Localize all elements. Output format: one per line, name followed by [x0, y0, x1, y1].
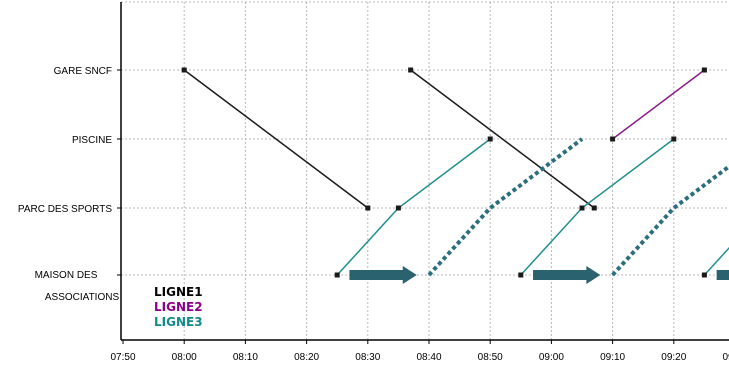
stop-point — [408, 67, 414, 73]
route-ligne2 — [610, 67, 707, 142]
x-tick-label: 08:50 — [478, 352, 503, 363]
route-ligne3 — [518, 136, 677, 278]
transfer-arrow — [349, 266, 417, 284]
route-line — [427, 137, 584, 277]
x-tick-label: 08:20 — [294, 352, 319, 363]
stop-label: GARE SNCF — [54, 66, 112, 77]
stop-labels: GARE SNCF PISCINE PARC DES SPORTS MAISON DE… — [18, 66, 120, 303]
time-tick-labels: 07:50 08:00 08:10 08:20 08:30 08:40 08:50 09:00… — [110, 352, 729, 363]
stop-point — [518, 272, 524, 278]
route-line — [612, 69, 705, 140]
route-ligne3 — [611, 164, 729, 277]
route-line — [611, 164, 729, 277]
stop-point — [671, 136, 677, 142]
stop-point — [610, 136, 616, 142]
stop-point — [395, 205, 401, 211]
transfer-arrows — [349, 266, 729, 284]
stop-label: PISCINE — [72, 135, 112, 146]
route-ligne3 — [427, 137, 584, 277]
x-tick-label: 08:40 — [416, 352, 441, 363]
route-line — [183, 69, 369, 209]
route-line — [703, 246, 729, 276]
x-tick-label: 09:20 — [661, 352, 686, 363]
stop-point — [181, 67, 187, 73]
transfer-arrow — [716, 270, 729, 280]
stop-point — [591, 205, 597, 211]
route-ligne3 — [334, 136, 493, 278]
route-line — [520, 138, 675, 276]
transfer-arrow — [533, 266, 601, 284]
x-tick-label: 08:00 — [172, 352, 197, 363]
route-ligne1 — [181, 67, 371, 211]
route-line — [410, 69, 595, 209]
legend-entry: LIGNE2 — [154, 300, 203, 314]
x-tick-label: 09:00 — [539, 352, 564, 363]
stop-point — [365, 205, 371, 211]
axes — [117, 2, 729, 344]
route-ligne1 — [408, 67, 597, 211]
x-tick-label: 08:10 — [233, 352, 258, 363]
stop-point — [701, 67, 707, 73]
route-ligne3 — [701, 246, 729, 278]
stop-point — [579, 205, 585, 211]
stop-label: ASSOCIATIONS — [45, 292, 120, 303]
x-tick-label: 09:30 — [722, 352, 729, 363]
stop-label: MAISON DES — [35, 270, 98, 281]
x-tick-label: 08:30 — [355, 352, 380, 363]
grid-lines — [121, 1, 729, 340]
route-line — [336, 138, 491, 276]
stop-label: PARC DES SPORTS — [18, 204, 112, 215]
stop-point — [701, 272, 707, 278]
stop-point — [487, 136, 493, 142]
route-series — [181, 67, 729, 278]
x-tick-label: 07:50 — [110, 352, 135, 363]
stop-point — [334, 272, 340, 278]
x-tick-label: 09:10 — [600, 352, 625, 363]
legend-entry: LIGNE1 — [154, 285, 203, 299]
legend-entry: LIGNE3 — [154, 315, 203, 329]
